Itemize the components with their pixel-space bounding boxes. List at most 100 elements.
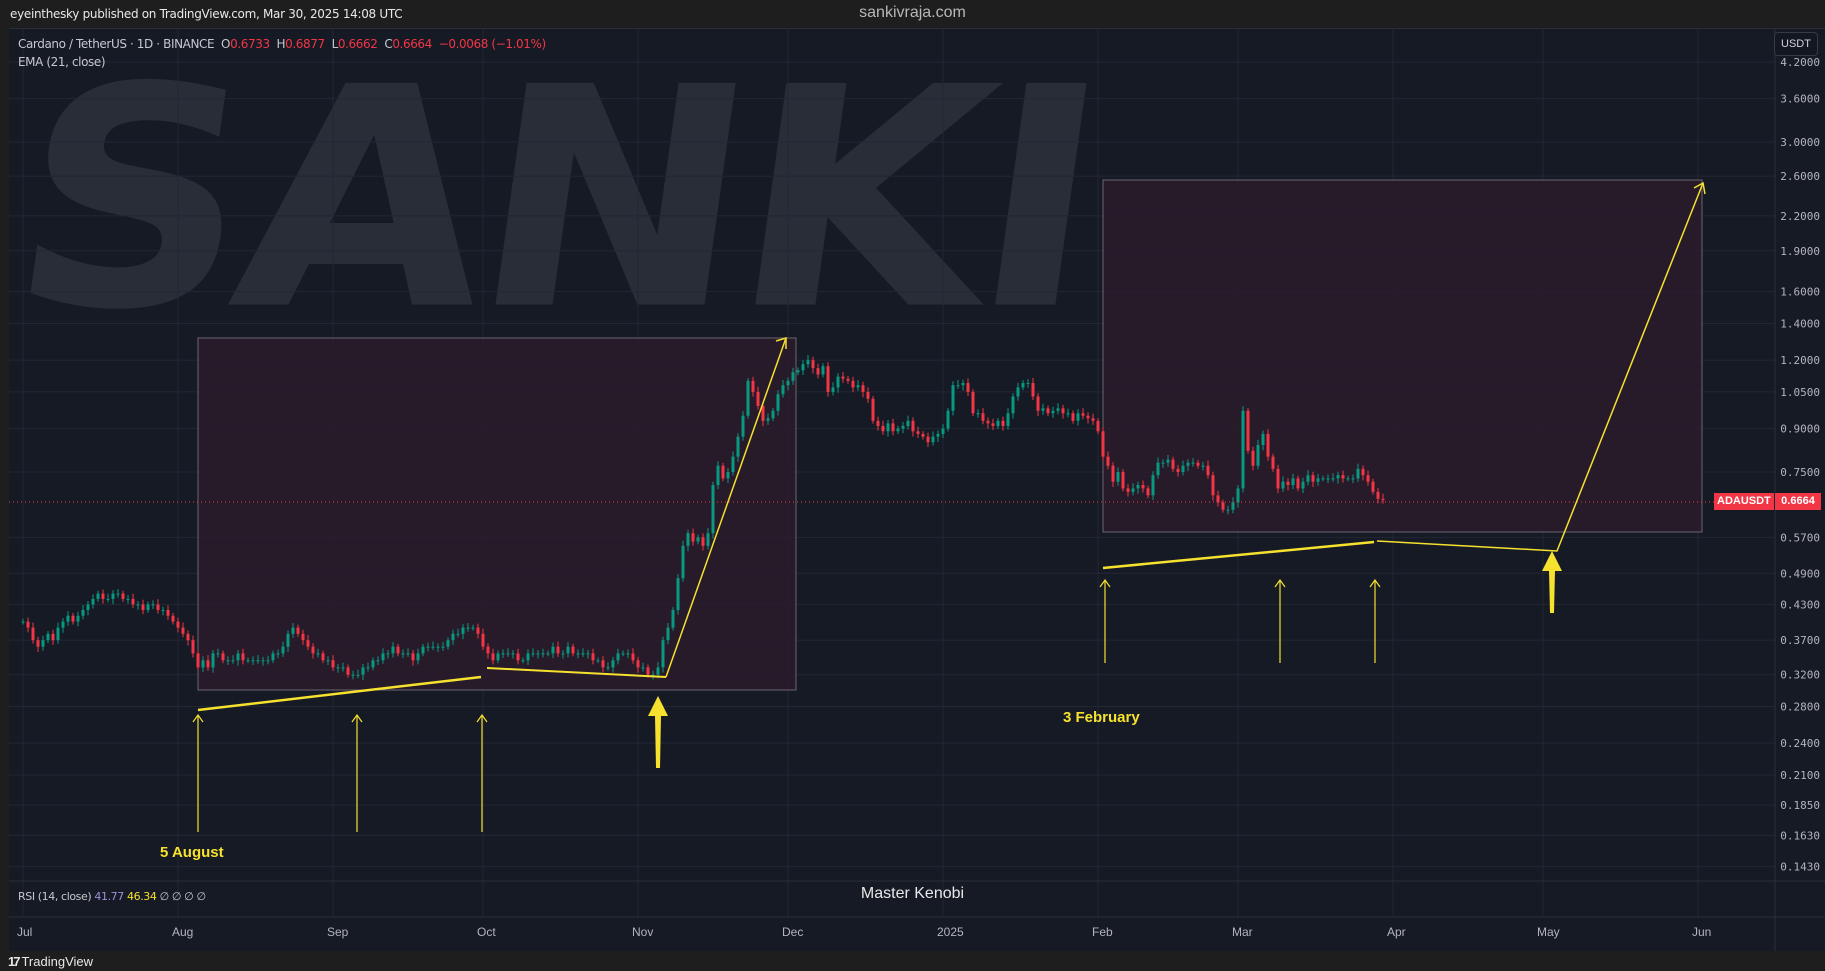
candle-body bbox=[861, 385, 865, 392]
candle bbox=[536, 649, 540, 659]
candle-body bbox=[666, 627, 670, 641]
candle bbox=[831, 382, 835, 396]
candle bbox=[66, 611, 70, 626]
candle-body bbox=[581, 653, 585, 655]
candle-body bbox=[316, 653, 320, 655]
candle-body bbox=[1106, 456, 1110, 466]
candle bbox=[246, 657, 250, 664]
candle-body bbox=[156, 604, 160, 610]
candle bbox=[1011, 393, 1015, 419]
candle bbox=[1241, 406, 1245, 493]
candle bbox=[546, 650, 550, 657]
price-tick-label: 0.4900 bbox=[1780, 567, 1820, 580]
price-tick-label: 2.2000 bbox=[1780, 210, 1820, 223]
candle bbox=[1236, 484, 1240, 508]
candle bbox=[1211, 471, 1215, 501]
candle bbox=[1046, 405, 1050, 417]
rsi-legend[interactable]: RSI (14, close) 41.77 46.34 ∅ ∅ ∅ ∅ bbox=[18, 890, 206, 903]
candle bbox=[951, 381, 955, 416]
candle bbox=[221, 650, 225, 664]
candle bbox=[816, 363, 820, 379]
candle bbox=[681, 540, 685, 582]
candle bbox=[491, 648, 495, 665]
candle bbox=[886, 419, 890, 437]
candle-body bbox=[1076, 413, 1080, 421]
candle bbox=[1216, 490, 1220, 507]
symbol-legend[interactable]: Cardano / TetherUS · 1D · BINANCE O0.673… bbox=[18, 37, 546, 69]
candle-body bbox=[1336, 475, 1340, 479]
last-price-tag: 0.6664 bbox=[1775, 493, 1821, 510]
time-tick-label: Mar bbox=[1232, 925, 1253, 939]
candle bbox=[191, 635, 195, 658]
candle bbox=[211, 649, 215, 673]
candle-body bbox=[1086, 415, 1090, 419]
range-box-2 bbox=[1102, 179, 1703, 533]
candle bbox=[1336, 471, 1340, 484]
candle bbox=[551, 642, 555, 659]
candle bbox=[101, 589, 105, 604]
candle bbox=[206, 655, 210, 671]
candle bbox=[441, 642, 445, 651]
price-tick-label: 0.2100 bbox=[1780, 769, 1820, 782]
candle-body bbox=[781, 385, 785, 395]
annotation-3-february: 3 February bbox=[1063, 709, 1140, 726]
candle-body bbox=[941, 428, 945, 434]
candle bbox=[566, 642, 570, 658]
candle bbox=[616, 648, 620, 665]
candle bbox=[561, 649, 565, 659]
candle bbox=[846, 375, 850, 384]
candle bbox=[401, 649, 405, 659]
candle bbox=[751, 376, 755, 397]
candle bbox=[861, 381, 865, 398]
candle bbox=[1331, 473, 1335, 482]
candle bbox=[636, 656, 640, 673]
candle-body bbox=[486, 646, 490, 654]
candle bbox=[151, 600, 155, 610]
candle bbox=[131, 593, 135, 608]
candle-body bbox=[546, 653, 550, 655]
footer bbox=[0, 952, 1825, 971]
candle bbox=[1076, 409, 1080, 426]
candle bbox=[626, 649, 630, 659]
candle bbox=[556, 641, 560, 657]
candle-body bbox=[1356, 468, 1360, 479]
price-tick-label: 0.5700 bbox=[1780, 531, 1820, 544]
candle-body bbox=[1036, 396, 1040, 411]
currency-button[interactable]: USDT bbox=[1774, 32, 1818, 56]
candle bbox=[1351, 474, 1355, 484]
candle-body bbox=[81, 609, 85, 616]
symbol-price-tag: ADAUSDT bbox=[1714, 493, 1774, 510]
candle-body bbox=[816, 368, 820, 375]
candle bbox=[1191, 458, 1195, 467]
candle-body bbox=[281, 646, 285, 654]
candle bbox=[1256, 439, 1260, 470]
candle-body bbox=[176, 621, 180, 628]
trendline-feb bbox=[1102, 540, 1375, 570]
candle bbox=[1231, 497, 1235, 514]
candle bbox=[471, 624, 475, 631]
time-tick-label: Apr bbox=[1387, 925, 1406, 939]
candle bbox=[1176, 464, 1180, 477]
candle-body bbox=[756, 391, 760, 406]
candle bbox=[176, 617, 180, 633]
candle bbox=[771, 407, 775, 422]
candle-body bbox=[451, 633, 455, 641]
candle bbox=[716, 461, 720, 490]
candle-body bbox=[766, 418, 770, 421]
candle-body bbox=[1046, 408, 1050, 414]
candle bbox=[1036, 393, 1040, 417]
candle-body bbox=[326, 660, 330, 662]
candle bbox=[1086, 412, 1090, 424]
candle-body bbox=[286, 633, 290, 647]
ema-legend[interactable]: EMA (21, close) bbox=[18, 55, 106, 69]
candle bbox=[1006, 408, 1010, 430]
candle-body bbox=[626, 653, 630, 655]
candle-body bbox=[506, 653, 510, 655]
candle bbox=[56, 622, 60, 644]
candle bbox=[1251, 446, 1255, 471]
candle bbox=[51, 629, 55, 645]
candle bbox=[26, 617, 30, 633]
candle-body bbox=[376, 660, 380, 662]
tradingview-logo[interactable]: 17 TradingView bbox=[8, 954, 94, 969]
